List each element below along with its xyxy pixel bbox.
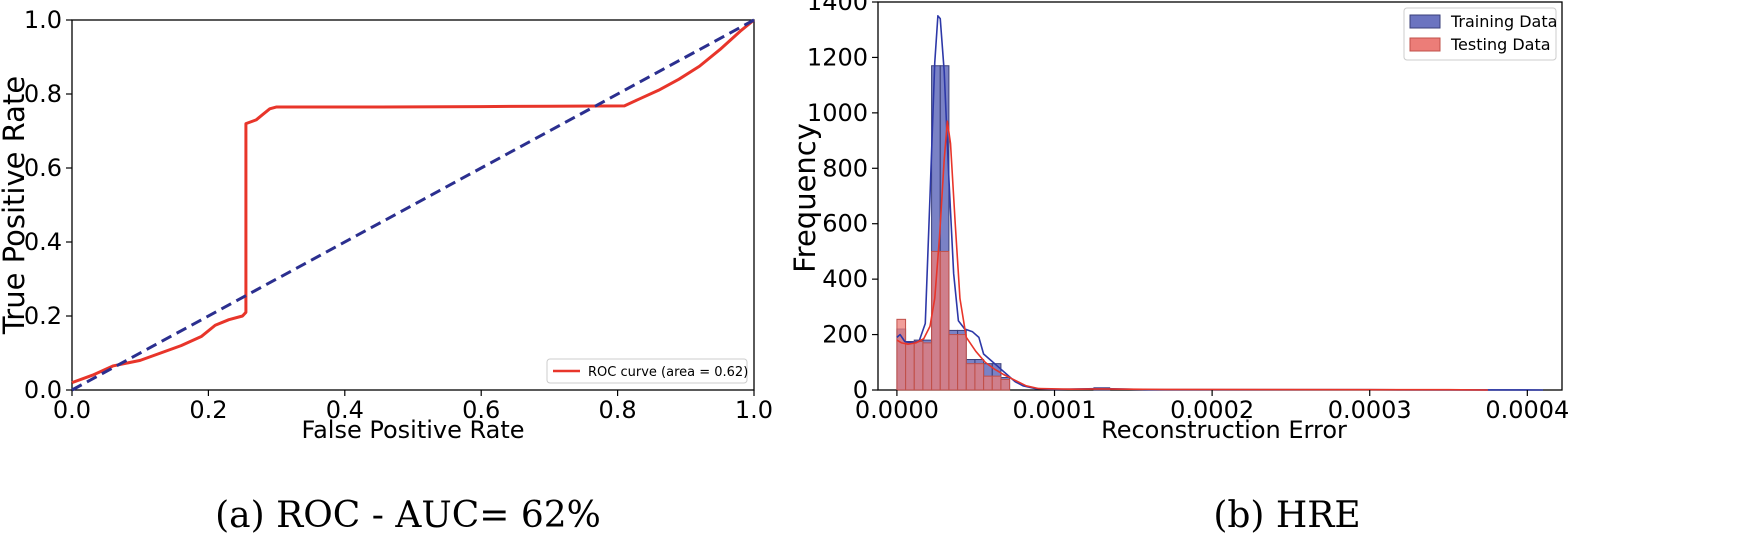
hre-testing-bar xyxy=(939,250,950,391)
roc-legend-box xyxy=(546,358,748,384)
roc-y-tick-label: 0.4 xyxy=(24,228,62,256)
roc-x-tick-label: 0.8 xyxy=(599,396,637,424)
hre-x-tick-label: 0.0002 xyxy=(1170,396,1254,424)
hre-y-tick-label: 600 xyxy=(822,210,868,238)
hre-testing-bar xyxy=(905,342,915,391)
roc-x-tick-label: 1.0 xyxy=(735,396,773,424)
roc-y-tick-label: 0.6 xyxy=(24,154,62,182)
hre-x-tick-label: 0.0004 xyxy=(1485,396,1569,424)
roc-legend: ROC curve (area = 0.62) xyxy=(546,358,748,384)
hre-chart: 0.0000 0.0001 0.0002 0.0003 0.0004 0 200 400 60… xyxy=(788,0,1569,536)
roc-chart: 0.0 0.2 0.4 0.6 0.8 1.0 0.0 0.2 0.4 0.6 0.8 1.0 Fa… xyxy=(0,6,773,536)
hre-legend-swatch-training xyxy=(1409,14,1441,29)
hre-testing-bar xyxy=(931,250,941,391)
hre-x-tick-label: 0.0003 xyxy=(1328,396,1412,424)
roc-y-tick-label: 0.2 xyxy=(24,302,62,330)
hre-testing-bar xyxy=(1000,378,1011,391)
hre-testing-bar xyxy=(957,334,967,391)
hre-testing-bar xyxy=(983,375,993,391)
hre-y-tick-label: 200 xyxy=(822,321,868,349)
hre-y-tick-label: 800 xyxy=(822,154,868,182)
roc-y-axis-label: True Positive Rate xyxy=(0,76,31,335)
hre-x-axis-label: Reconstruction Error xyxy=(1101,416,1347,444)
hre-legend-box xyxy=(1403,7,1557,61)
hre-legend: Training Data Testing Data xyxy=(1403,7,1557,61)
hre-y-tick-label: 1400 xyxy=(807,0,868,16)
roc-y-ticks: 0.0 0.2 0.4 0.6 0.8 1.0 xyxy=(24,6,72,404)
hre-x-tick-label: 0.0000 xyxy=(855,396,939,424)
hre-y-axis-label: Frequency xyxy=(788,123,822,273)
hre-y-tick-label: 400 xyxy=(822,265,868,293)
hre-legend-swatch-testing xyxy=(1409,37,1441,52)
hre-testing-bar xyxy=(948,334,959,391)
hre-testing-kde xyxy=(896,120,1488,391)
roc-chance-line xyxy=(71,18,755,392)
hre-kde-curves xyxy=(896,15,1544,391)
roc-y-tick-label: 1.0 xyxy=(24,6,62,34)
roc-curve-line xyxy=(71,18,755,385)
roc-x-tick-label: 0.0 xyxy=(53,396,91,424)
roc-x-tick-label: 0.4 xyxy=(326,396,364,424)
roc-x-tick-label: 0.6 xyxy=(462,396,500,424)
roc-y-tick-label: 0.8 xyxy=(24,80,62,108)
hre-y-ticks: 0 200 400 600 800 1000 1200 1400 xyxy=(807,0,878,404)
roc-plot-frame xyxy=(71,19,755,391)
hre-testing-bar xyxy=(965,363,976,391)
hre-testing-bar xyxy=(913,341,924,391)
hre-testing-bar xyxy=(991,375,1002,391)
roc-legend-label: ROC curve (area = 0.62) xyxy=(588,365,748,380)
hre-plot-frame xyxy=(877,1,1563,391)
hre-y-tick-label: 1000 xyxy=(807,99,868,127)
hre-legend-label-testing: Testing Data xyxy=(1450,35,1551,54)
hre-caption: (b) HRE xyxy=(1213,495,1360,536)
hre-x-ticks: 0.0000 0.0001 0.0002 0.0003 0.0004 xyxy=(855,390,1569,424)
hre-y-tick-label: 1200 xyxy=(807,43,868,71)
roc-lines xyxy=(71,18,755,392)
roc-x-ticks: 0.0 0.2 0.4 0.6 0.8 1.0 xyxy=(53,390,773,424)
hre-x-tick-label: 0.0001 xyxy=(1013,396,1097,424)
roc-y-tick-label: 0.0 xyxy=(24,376,62,404)
hre-legend-label-training: Training Data xyxy=(1450,12,1557,31)
roc-x-tick-label: 0.2 xyxy=(189,396,227,424)
hre-testing-bar xyxy=(974,363,985,391)
roc-x-axis-label: False Positive Rate xyxy=(301,416,524,444)
hre-y-tick-label: 0 xyxy=(853,376,868,404)
hre-testing-bar xyxy=(922,342,933,391)
roc-caption: (a) ROC - AUC= 62% xyxy=(215,495,601,536)
hre-testing-bar xyxy=(896,318,907,391)
hre-testing-bars xyxy=(896,250,1011,391)
